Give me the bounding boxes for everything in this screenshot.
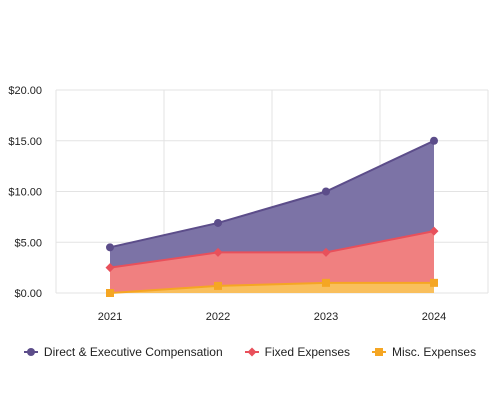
legend-item-fixed-expenses[interactable]: Fixed Expenses xyxy=(244,345,351,359)
y-tick-label: $15.00 xyxy=(8,136,42,148)
data-point-circle[interactable] xyxy=(430,136,438,145)
y-tick-label: $10.00 xyxy=(8,187,42,199)
data-point-square[interactable] xyxy=(430,278,438,287)
legend-marker xyxy=(375,348,384,356)
series-line xyxy=(109,281,434,294)
legend-marker-diamond-icon xyxy=(244,347,259,357)
data-point-circle[interactable] xyxy=(214,218,222,227)
area-fixed-expenses xyxy=(110,231,434,293)
area-misc-expenses xyxy=(110,282,434,293)
y-tick-label: $5.00 xyxy=(14,237,42,249)
y-tick-label: $20.00 xyxy=(8,85,42,97)
data-point-diamond[interactable] xyxy=(105,263,115,273)
legend-label: Misc. Expenses xyxy=(392,345,477,359)
data-point-circle[interactable] xyxy=(322,187,330,196)
markers xyxy=(105,136,439,297)
legend-marker xyxy=(247,347,257,357)
area-direct-executive-compensation xyxy=(110,140,434,268)
y-axis: $0.00 $5.00 $10.00 $15.00 $20.00 xyxy=(8,85,42,300)
x-tick-label: 2021 xyxy=(98,311,122,323)
legend-marker-square-icon xyxy=(372,348,387,356)
data-point-square[interactable] xyxy=(322,278,330,287)
legend-marker xyxy=(26,348,35,356)
series-lines xyxy=(109,139,435,294)
data-point-diamond[interactable] xyxy=(213,247,223,257)
legend: Direct & Executive Compensation Fixed Ex… xyxy=(0,340,500,364)
data-point-diamond[interactable] xyxy=(321,247,331,257)
legend-label: Direct & Executive Compensation xyxy=(43,345,223,359)
x-tick-label: 2023 xyxy=(314,311,338,323)
stacked-area-chart: $0.00$5.00$10.00$15.00$20.00 2021 2022 202… xyxy=(8,85,489,323)
legend-item-compensation[interactable]: Direct & Executive Compensation xyxy=(23,345,223,359)
series-line xyxy=(109,230,435,269)
data-point-square[interactable] xyxy=(214,281,222,290)
x-tick-label: 2022 xyxy=(206,311,230,323)
legend-label: Fixed Expenses xyxy=(264,345,351,359)
legend-item-misc-expenses[interactable]: Misc. Expenses xyxy=(372,345,476,359)
series-line xyxy=(109,139,435,249)
y-tick-label: $0.00 xyxy=(14,288,42,300)
legend-marker-circle-icon xyxy=(23,348,38,356)
x-axis: 2021 2022 2023 2024 xyxy=(98,311,446,323)
data-point-circle[interactable] xyxy=(106,243,114,252)
areas xyxy=(110,140,434,293)
x-tick-label: 2024 xyxy=(422,311,446,323)
data-point-diamond[interactable] xyxy=(429,226,439,236)
data-point-square[interactable] xyxy=(106,289,114,297)
